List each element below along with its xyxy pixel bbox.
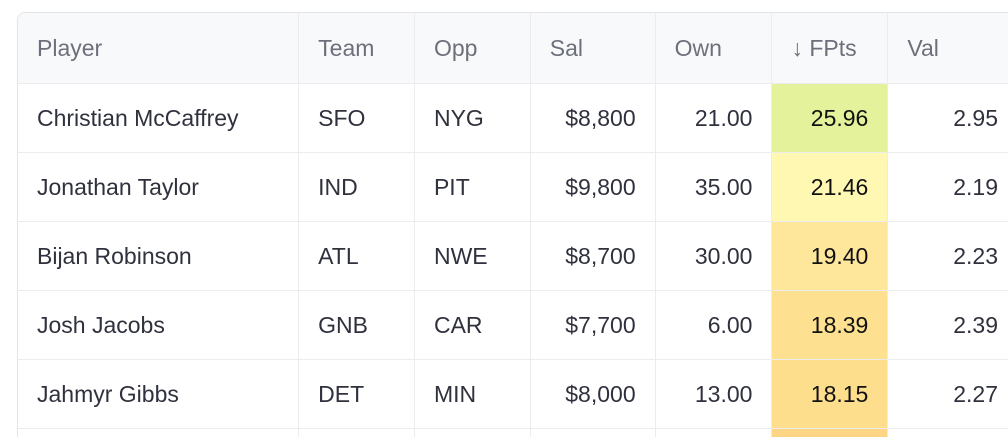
cell-player: Bijan Robinson [18,221,300,291]
cell-sal: $8,700 [530,221,656,291]
cell-val [887,428,1008,437]
cell-fpts [771,428,889,437]
column-header-sal[interactable]: Sal [530,13,656,84]
column-header-val[interactable]: Val [887,13,1008,84]
header-row: Player Team Opp Sal Own ↓ FPts Val [18,13,1008,84]
cell-val: 2.95 [887,83,1008,153]
cell-fpts: 25.96 [771,83,889,153]
cell-opp: MIN [414,359,531,429]
cell-sal [530,428,656,437]
cell-fpts: 18.39 [771,290,889,360]
cell-player: Jonathan Taylor [18,152,300,222]
table-row[interactable]: Jahmyr Gibbs DET MIN $8,000 13.00 18.15 2.27 [18,359,1008,429]
cell-team: IND [298,152,415,222]
column-header-team[interactable]: Team [298,13,415,84]
cell-team: ATL [298,221,415,291]
table-row-partial[interactable] [18,428,1008,437]
table-row[interactable]: Josh Jacobs GNB CAR $7,700 6.00 18.39 2.39 [18,290,1008,360]
cell-team: GNB [298,290,415,360]
cell-own: 35.00 [655,152,773,222]
cell-sal: $7,700 [530,290,656,360]
cell-player: Christian McCaffrey [18,83,300,153]
cell-sal: $8,000 [530,359,656,429]
cell-fpts: 18.15 [771,359,889,429]
cell-opp: NYG [414,83,531,153]
player-table: Player Team Opp Sal Own ↓ FPts Val Christian M… [18,13,1008,437]
cell-opp: PIT [414,152,531,222]
cell-own: 13.00 [655,359,773,429]
player-table-container: Player Team Opp Sal Own ↓ FPts Val Christian M… [17,12,1008,437]
column-header-own[interactable]: Own [655,13,773,84]
cell-val: 2.27 [887,359,1008,429]
cell-fpts: 21.46 [771,152,889,222]
cell-opp [414,428,531,437]
column-header-player[interactable]: Player [18,13,300,84]
cell-val: 2.23 [887,221,1008,291]
cell-player: Jahmyr Gibbs [18,359,300,429]
cell-team: DET [298,359,415,429]
cell-sal: $8,800 [530,83,656,153]
cell-own: 6.00 [655,290,773,360]
table-row[interactable]: Jonathan Taylor IND PIT $9,800 35.00 21.46 2.1… [18,152,1008,222]
cell-fpts: 19.40 [771,221,889,291]
cell-team: SFO [298,83,415,153]
table-body: Christian McCaffrey SFO NYG $8,800 21.00 25.9… [18,83,1008,437]
cell-sal: $9,800 [530,152,656,222]
column-header-fpts[interactable]: ↓ FPts [771,13,889,84]
cell-team [298,428,415,437]
cell-own: 21.00 [655,83,773,153]
cell-opp: CAR [414,290,531,360]
cell-opp: NWE [414,221,531,291]
cell-val: 2.39 [887,290,1008,360]
column-header-opp[interactable]: Opp [414,13,531,84]
table-row[interactable]: Bijan Robinson ATL NWE $8,700 30.00 19.40 2.23 [18,221,1008,291]
cell-player [18,428,300,437]
cell-val: 2.19 [887,152,1008,222]
cell-own: 30.00 [655,221,773,291]
cell-player: Josh Jacobs [18,290,300,360]
table-row[interactable]: Christian McCaffrey SFO NYG $8,800 21.00 25.9… [18,83,1008,153]
cell-own [655,428,773,437]
